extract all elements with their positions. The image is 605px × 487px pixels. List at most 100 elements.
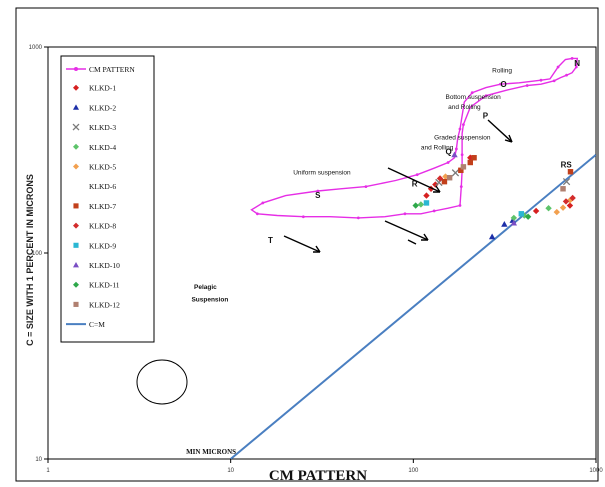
annotation-label: RS — [561, 161, 573, 170]
c-equals-m-line — [230, 153, 596, 459]
point-klkd-12 — [446, 174, 453, 181]
cm-pattern-point — [432, 209, 436, 213]
x-tick-label: 100 — [408, 468, 419, 474]
point-klkd-10 — [451, 151, 458, 158]
arrow-r — [407, 239, 417, 245]
annotation-label: and Rolling — [448, 104, 481, 111]
legend-label: C=M — [89, 320, 105, 329]
x-tick-label: 10 — [227, 468, 234, 474]
legend-label: KLKD-8 — [89, 222, 116, 231]
cm-pattern-point — [403, 212, 407, 216]
cm-pattern-point — [470, 91, 474, 95]
legend-marker-klkd-4 — [73, 143, 79, 150]
point-klkd-7 — [441, 178, 448, 185]
y-tick-label: 10 — [35, 457, 42, 463]
point-klkd-1 — [566, 202, 574, 209]
annotation-label: Graded suspension — [434, 135, 491, 142]
legend-label: KLKD-4 — [89, 143, 116, 152]
annotation-label: T — [268, 236, 273, 245]
cm-pattern-point — [261, 201, 265, 205]
legend-label: KLKD-2 — [89, 103, 116, 112]
chart-frame — [15, 7, 599, 482]
arrow-bottom-suspension — [387, 167, 441, 193]
cm-pattern-point — [484, 94, 488, 98]
cm-pattern-point — [570, 57, 574, 60]
point-klkd-7 — [467, 159, 474, 166]
point-klkd-8 — [569, 194, 576, 202]
cm-pattern-point — [454, 147, 458, 151]
legend-label: KLKD-12 — [89, 300, 120, 309]
point-klkd-12 — [460, 164, 467, 170]
cm-pattern-point — [356, 216, 360, 220]
cm-pattern-point — [459, 185, 463, 189]
point-klkd-8 — [436, 175, 444, 182]
annotation-label: N — [574, 59, 580, 68]
legend-box — [60, 55, 155, 343]
annotation-label: P — [483, 111, 489, 120]
point-klkd-5 — [553, 208, 560, 216]
annotation-label: Uniform suspension — [293, 170, 351, 177]
annotation-label: Bottom suspension — [445, 94, 501, 101]
cm-pattern-point — [458, 127, 462, 131]
legend: CM PATTERN KLKD-1 KLKD-2 KLKD-3 KLKD-4 KLKD-5… — [60, 55, 155, 343]
annotation-label: Q — [445, 148, 451, 157]
cm-pattern-point — [552, 79, 556, 83]
legend-marker-klkd-2 — [73, 104, 79, 110]
legend-marker-klkd-5 — [73, 163, 79, 170]
arrow-rolling — [487, 119, 513, 143]
legend-label: CM PATTERN — [89, 65, 135, 74]
point-klkd-4 — [521, 212, 528, 219]
point-klkd-1 — [432, 181, 439, 188]
arrow-graded — [384, 220, 429, 241]
arrow-rolling-head — [504, 134, 513, 143]
annotation-arrows — [283, 119, 513, 253]
point-klkd-4 — [545, 204, 552, 212]
cm-pattern-point — [255, 212, 259, 216]
x-tick-label: 1 — [46, 468, 50, 474]
point-klkd-9 — [518, 211, 525, 217]
annotation-label: Pelagic — [194, 284, 217, 291]
point-klkd-7 — [458, 167, 464, 174]
legend-label: KLKD-11 — [89, 281, 120, 290]
cm-pattern-point — [556, 65, 560, 69]
arrow-graded-head — [421, 233, 429, 241]
cm-pattern-point — [364, 185, 368, 189]
annotation-label: MIN MICRONS — [186, 448, 236, 456]
arrow-uniform-head — [313, 245, 321, 253]
point-klkd-10 — [510, 219, 518, 226]
annotation-label: R — [412, 180, 418, 189]
annotation-label: and Rolling — [421, 145, 454, 152]
point-klkd-2 — [488, 233, 496, 240]
data-points — [412, 151, 576, 240]
point-klkd-1 — [532, 207, 540, 215]
legend-label: KLKD-9 — [89, 241, 116, 250]
cm-pattern-point — [301, 215, 305, 219]
pelagic-circle — [136, 359, 188, 405]
arrow-uniform — [283, 235, 321, 253]
legend-marker-klkd-12 — [73, 301, 79, 307]
point-klkd-5 — [559, 204, 567, 211]
legend-marker-klkd-9 — [73, 242, 79, 248]
series-lines — [230, 57, 596, 459]
annotation-label: Rolling — [492, 68, 512, 75]
legend-label: KLKD-5 — [89, 163, 116, 172]
cm-pattern-point — [446, 161, 450, 164]
point-klkd-11 — [524, 213, 532, 220]
legend-label: KLKD-1 — [89, 84, 116, 93]
cm-pattern-point — [458, 204, 462, 207]
annotation-label: O — [500, 80, 506, 89]
point-klkd-4 — [417, 201, 425, 208]
cm-pattern-point — [316, 189, 320, 193]
legend-cm-pattern-marker — [74, 67, 78, 71]
legend-marker-klkd-11 — [73, 281, 79, 288]
annotation-label: S — [315, 191, 321, 200]
legend-marker-klkd-3 — [72, 123, 80, 131]
x-axis-title: CM PATTERN — [269, 468, 367, 484]
legend-label: KLKD-10 — [89, 261, 120, 270]
y-tick-label: 100 — [32, 251, 43, 257]
cm-pattern-point — [525, 84, 529, 87]
point-klkd-11 — [412, 202, 419, 209]
legend-label: KLKD-3 — [89, 123, 116, 132]
cm-pattern-point — [462, 123, 465, 127]
